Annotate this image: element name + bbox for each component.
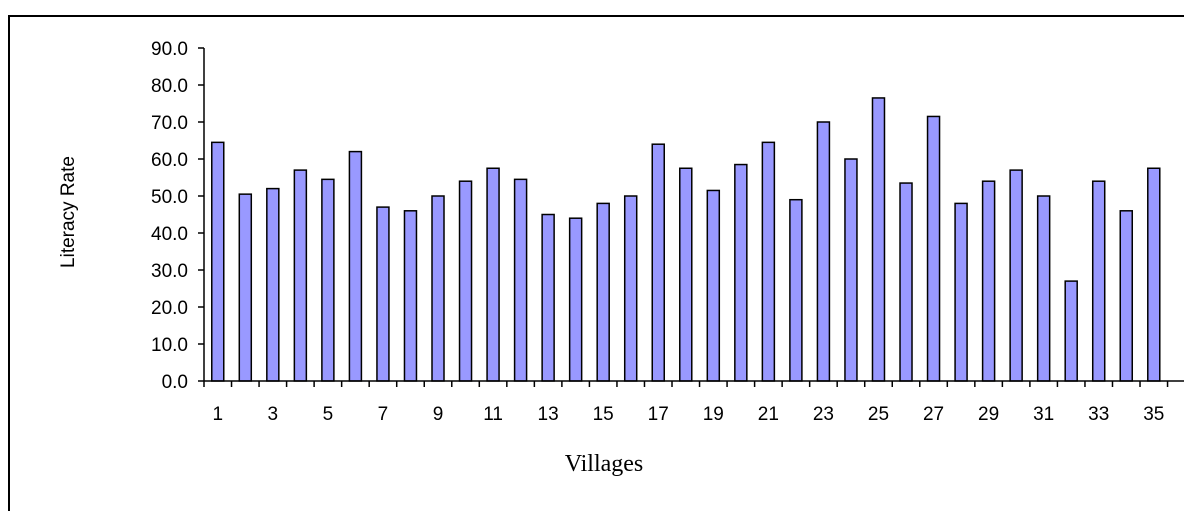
y-tick-label: 50.0 (151, 187, 188, 208)
bar-village-25 (871, 97, 886, 382)
y-tick-label: 80.0 (151, 76, 188, 97)
bar-village-18 (679, 167, 693, 382)
bar-village-16 (623, 195, 638, 382)
bar-village-5 (321, 178, 335, 382)
x-tick-label: 9 (433, 404, 444, 425)
bar-village-31 (1036, 195, 1051, 382)
bar-village-20 (734, 163, 748, 382)
bar-village-8 (403, 210, 418, 382)
x-tick-label: 19 (703, 404, 724, 425)
bar-village-7 (376, 206, 390, 382)
x-tick-label: 33 (1088, 404, 1109, 425)
bar-village-26 (899, 182, 913, 382)
y-tick-label: 30.0 (151, 261, 188, 282)
bar-village-1 (211, 141, 225, 382)
x-tick-label: 29 (978, 404, 999, 425)
y-axis-label: Literacy Rate (58, 156, 79, 268)
x-tick-label: 11 (483, 404, 503, 425)
y-tick-label: 10.0 (151, 335, 188, 356)
bar-village-4 (293, 169, 308, 382)
bar-village-21 (761, 141, 776, 382)
x-tick-label: 5 (323, 404, 334, 425)
bar-village-15 (596, 202, 610, 382)
bar-village-34 (1119, 210, 1134, 382)
bar-village-19 (706, 189, 721, 382)
bars (211, 97, 1161, 382)
bar-village-24 (844, 158, 858, 382)
bar-village-17 (651, 143, 665, 382)
x-tick-label: 23 (813, 404, 834, 425)
x-tick-label: 21 (758, 404, 779, 425)
bar-village-33 (1091, 180, 1106, 382)
bar-village-30 (1009, 169, 1023, 382)
bar-village-32 (1064, 280, 1078, 382)
bar-village-13 (541, 213, 555, 382)
bar-village-35 (1147, 167, 1161, 382)
x-axis-ticks: 1 3 5 7 9 11 13 15 17 19 21 23 25 27 29 31 33 35 (203, 381, 1169, 425)
x-tick-label: 1 (212, 404, 223, 425)
x-tick-label: 3 (268, 404, 279, 425)
x-tick-label: 13 (538, 404, 559, 425)
y-tick-label: 40.0 (151, 224, 188, 245)
bar-village-6 (348, 150, 363, 382)
x-tick-label: 31 (1033, 404, 1054, 425)
y-tick-label: 20.0 (151, 298, 188, 319)
chart-frame (8, 15, 1184, 511)
x-tick-label: 7 (378, 404, 389, 425)
bar-village-9 (431, 195, 445, 382)
y-tick-label: 0.0 (162, 372, 188, 393)
bar-village-22 (789, 198, 803, 382)
x-tick-label: 17 (648, 404, 669, 425)
y-tick-label: 90.0 (151, 39, 188, 60)
x-tick-label: 15 (593, 404, 614, 425)
x-tick-label: 25 (868, 404, 889, 425)
x-tick-label: 27 (923, 404, 944, 425)
bar-village-3 (266, 187, 280, 382)
bar-village-23 (816, 121, 831, 382)
bar-village-12 (513, 178, 528, 382)
bar-village-2 (238, 193, 253, 382)
bar-village-28 (954, 202, 968, 382)
bar-village-27 (926, 115, 941, 382)
bar-village-10 (458, 180, 473, 382)
x-tick-label: 35 (1143, 404, 1164, 425)
bar-village-11 (486, 167, 500, 382)
bar-village-14 (568, 217, 583, 382)
y-tick-label: 60.0 (151, 150, 188, 171)
y-tick-label: 70.0 (151, 113, 188, 134)
y-axis-ticks: 0.0 10.0 20.0 30.0 40.0 50.0 60.0 70.0 80.0 90.0 (151, 39, 204, 393)
x-axis-label: Villages (565, 451, 644, 477)
bar-village-29 (981, 180, 996, 382)
